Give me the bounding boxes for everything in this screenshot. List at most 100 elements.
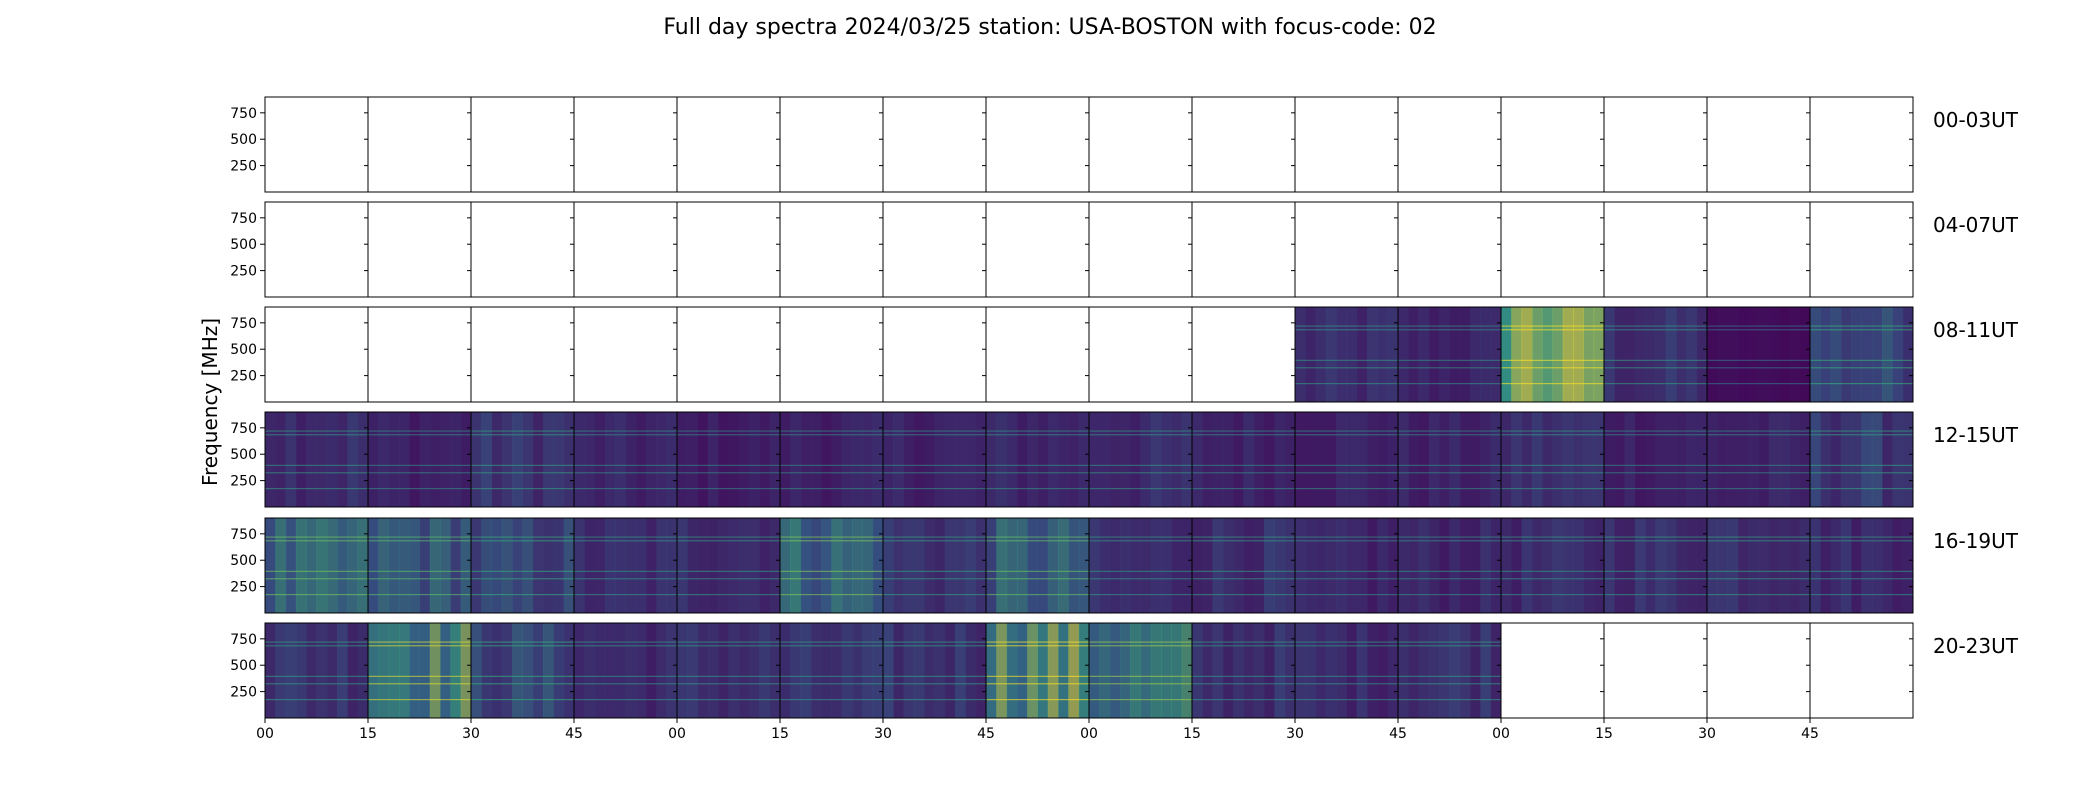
interference-line: [677, 645, 780, 647]
spectra-row: 750 500 250 20-23UT: [230, 622, 2019, 719]
spectrum-band: [584, 623, 596, 718]
spectrum-band: [1840, 412, 1852, 507]
interference-line: [677, 430, 780, 432]
interference-line: [574, 675, 677, 677]
spectrum-band: [831, 412, 843, 507]
interference-line: [1810, 472, 1913, 474]
panel-frame: [1088, 96, 1193, 193]
interference-line: [1192, 699, 1295, 701]
spectrum-band: [1665, 518, 1677, 613]
interference-line: [1089, 434, 1192, 436]
spectrum-band: [1408, 412, 1420, 507]
spectrum-band: [275, 412, 287, 507]
spectrum-panel: [1603, 411, 1708, 508]
panel-frame: [264, 96, 369, 193]
interference-line: [1810, 434, 1913, 436]
interference-line: [1089, 675, 1192, 677]
interference-line: [1295, 641, 1398, 643]
spectrum-band: [1356, 518, 1368, 613]
interference-line: [677, 570, 780, 572]
spectrum-band: [759, 518, 771, 613]
panel-frame: [882, 96, 987, 193]
interference-line: [1810, 536, 1913, 538]
spectrum-band: [1140, 412, 1152, 507]
interference-line: [1398, 645, 1501, 647]
interference-line: [574, 472, 677, 474]
spectrum-band: [1892, 307, 1904, 402]
panel-frame: [1500, 622, 1605, 719]
interference-line: [1295, 594, 1398, 596]
spectrum-band: [1274, 518, 1286, 613]
spectrum-band: [1511, 412, 1523, 507]
spectrum-band: [1655, 307, 1667, 402]
interference-line: [780, 536, 883, 538]
spectrum-band: [1356, 307, 1368, 402]
spectrum-band: [1037, 623, 1049, 718]
spectrum-band: [1243, 623, 1255, 718]
spectrum-band: [1212, 623, 1224, 718]
interference-line: [1398, 329, 1501, 331]
spectrum-panel: [1294, 201, 1399, 298]
spectrum-band: [265, 412, 276, 507]
spectrum-band: [1274, 412, 1286, 507]
spectrum-band: [1562, 518, 1574, 613]
spectrum-band: [883, 518, 894, 613]
interference-line: [883, 699, 986, 701]
spectrum-band: [1737, 307, 1749, 402]
spectrum-panel: [1294, 306, 1399, 403]
spectrum-panel: [470, 411, 575, 508]
x-tick-label: 00: [668, 726, 686, 742]
spectrum-band: [965, 518, 977, 613]
spectrum-panel: [573, 306, 678, 403]
spectrum-band: [604, 412, 616, 507]
interference-line: [265, 683, 368, 685]
spectrum-panel: [676, 411, 781, 508]
interference-line: [677, 488, 780, 490]
spectrum-band: [1521, 307, 1533, 402]
panel-frame: [1088, 306, 1193, 403]
spectrum-band: [1665, 412, 1677, 507]
panel-frame: [1500, 201, 1605, 298]
interference-line: [1089, 645, 1192, 647]
interference-line: [1192, 570, 1295, 572]
spectrum-band: [965, 623, 977, 718]
spectrum-band: [1222, 518, 1234, 613]
spectrum-band: [1490, 518, 1502, 613]
spectrum-panel: [264, 201, 369, 298]
spectrum-band: [666, 623, 678, 718]
interference-line: [265, 578, 368, 580]
interference-line: [574, 434, 677, 436]
y-tick-label: 750: [230, 316, 257, 332]
spectrum-band: [1676, 307, 1687, 402]
spectrum-band: [1521, 518, 1533, 613]
interference-line: [1192, 434, 1295, 436]
spectrum-band: [1068, 623, 1080, 718]
spectrum-band: [1418, 307, 1430, 402]
interference-line: [1089, 683, 1192, 685]
row-label: 20-23UT: [1933, 634, 2019, 658]
panel-frame: [367, 201, 472, 298]
spectrum-band: [429, 412, 441, 507]
spectrum-band: [677, 623, 688, 718]
spectrum-band: [1016, 518, 1028, 613]
spectrum-band: [1820, 307, 1832, 402]
interference-line: [883, 536, 986, 538]
spectrum-band: [656, 623, 668, 718]
row-label: 08-11UT: [1933, 318, 2019, 342]
spectrum-band: [1655, 412, 1667, 507]
panel-frame: [985, 96, 1090, 193]
spectrum-band: [625, 518, 637, 613]
spectrum-band: [738, 518, 750, 613]
spectrum-band: [821, 518, 832, 613]
spectrum-band: [1634, 412, 1646, 507]
spectrum-panel: [985, 411, 1090, 508]
interference-line: [1707, 325, 1810, 327]
y-tick-label: 250: [230, 159, 257, 175]
panel-frame: [1706, 622, 1811, 719]
interference-line: [1501, 434, 1604, 436]
interference-line: [1398, 430, 1501, 432]
spectrum-panel: [1603, 306, 1708, 403]
interference-line: [471, 578, 574, 580]
spectrum-band: [1490, 307, 1502, 402]
spectrum-band: [1686, 412, 1698, 507]
